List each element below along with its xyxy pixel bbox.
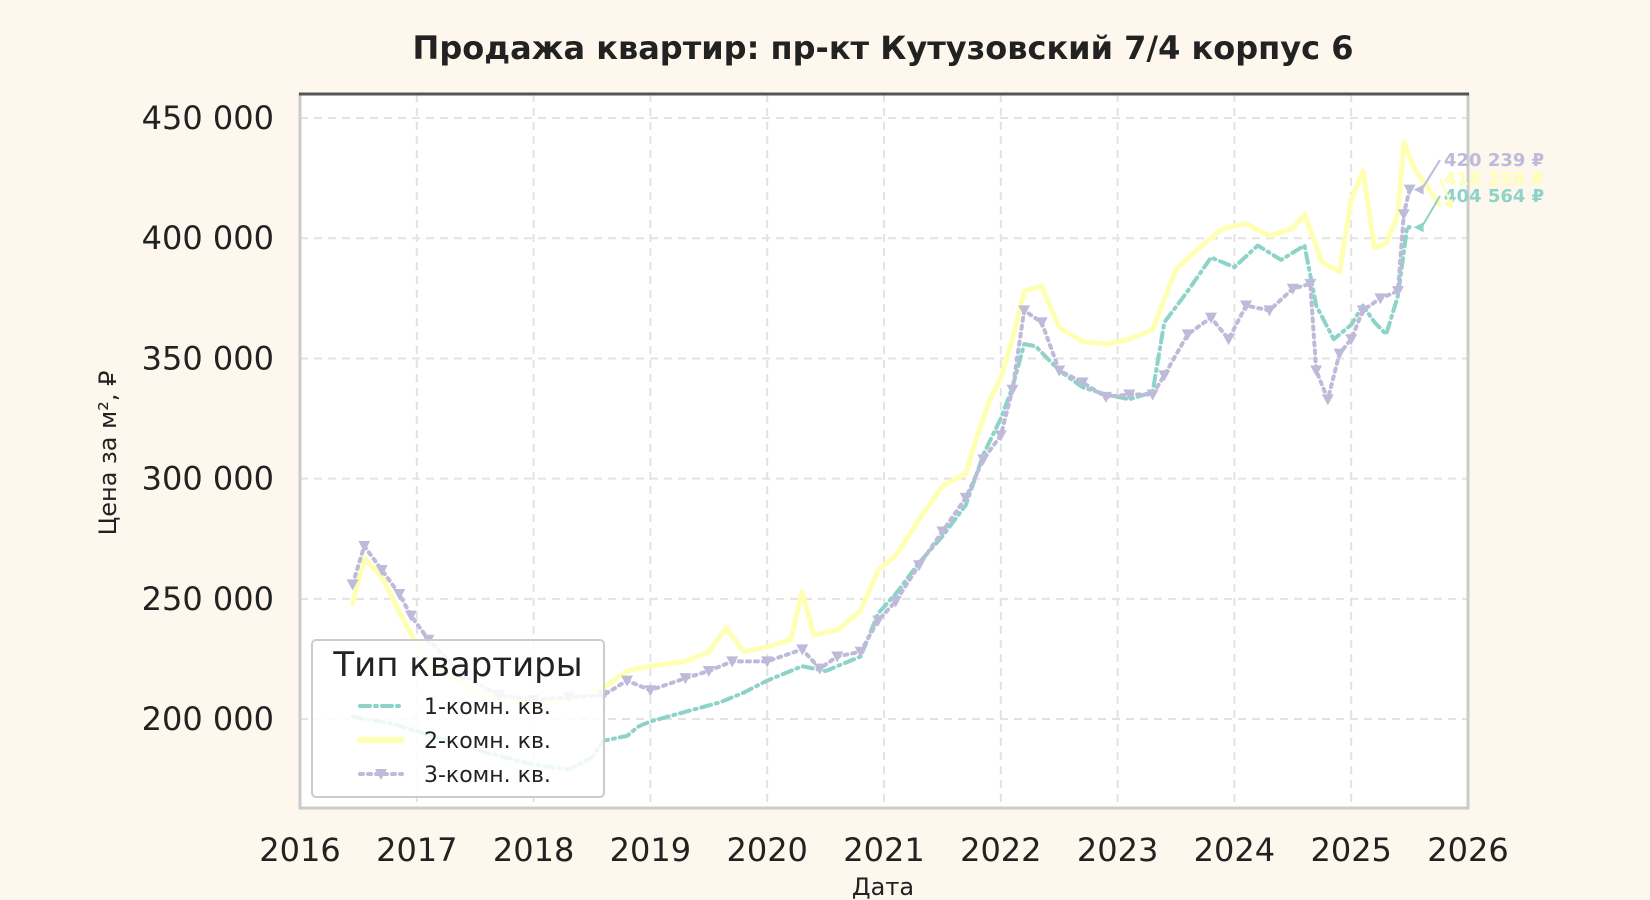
- data-point: [1321, 394, 1334, 406]
- y-tick-label: 400 000: [142, 219, 274, 257]
- data-point: [1304, 278, 1317, 290]
- legend-label: 2-комн. кв.: [424, 729, 551, 754]
- end-label-arrow: [1420, 195, 1441, 228]
- data-point: [702, 665, 715, 677]
- x-tick-label: 2024: [1194, 831, 1275, 869]
- x-tick-label: 2020: [726, 831, 807, 869]
- data-point: [1205, 312, 1218, 324]
- data-point: [1345, 334, 1358, 346]
- data-point: [872, 615, 885, 627]
- data-point: [1374, 293, 1387, 305]
- data-point: [1397, 209, 1410, 221]
- end-label: 420 239 ₽: [1444, 150, 1544, 171]
- legend: Тип квартиры 1-комн. кв. 2-комн. кв. 3-ком…: [311, 639, 605, 798]
- end-label-arrowhead: [1413, 184, 1424, 195]
- y-tick-label: 300 000: [142, 460, 274, 498]
- end-label: 404 564 ₽: [1444, 186, 1544, 207]
- end-label-arrowhead: [1442, 198, 1453, 209]
- x-axis-label: Дата: [852, 873, 914, 900]
- data-point: [1263, 305, 1276, 317]
- data-point: [889, 596, 902, 608]
- data-point: [761, 656, 774, 668]
- data-point: [994, 430, 1007, 442]
- x-tick-label: 2019: [610, 831, 691, 869]
- data-point: [404, 610, 417, 622]
- data-point: [1286, 283, 1299, 295]
- data-point: [1099, 391, 1112, 403]
- data-point: [854, 646, 867, 658]
- y-axis-label: Цена за м², ₽: [94, 371, 122, 536]
- end-label-arrowhead: [1413, 222, 1424, 233]
- data-point: [644, 685, 657, 697]
- legend-item: 1-комн. кв.: [358, 695, 551, 720]
- data-point: [831, 651, 844, 663]
- data-point: [1310, 365, 1323, 377]
- data-point: [1391, 286, 1404, 298]
- x-tick-label: 2023: [1077, 831, 1158, 869]
- y-tick-label: 450 000: [142, 99, 274, 137]
- x-tick-label: 2016: [259, 831, 340, 869]
- end-label: 414 258 ₽: [1444, 169, 1544, 190]
- x-tick-label: 2025: [1310, 831, 1391, 869]
- data-point: [959, 492, 972, 504]
- series-1: [350, 224, 1412, 772]
- data-point: [1333, 348, 1346, 360]
- data-point: [1158, 370, 1171, 382]
- data-point: [621, 675, 634, 687]
- y-axis: 200 000 250 000 300 000 350 000 400 000 450 0…: [142, 99, 274, 738]
- legend-label: 3-комн. кв.: [424, 763, 551, 788]
- data-point: [813, 663, 826, 675]
- legend-title: Тип квартиры: [332, 645, 582, 685]
- y-tick-label: 350 000: [142, 339, 274, 377]
- data-point: [796, 644, 809, 656]
- data-point: [1123, 389, 1136, 401]
- data-point: [1181, 329, 1194, 341]
- data-point: [1053, 365, 1066, 377]
- data-point: [1035, 317, 1048, 329]
- x-tick-label: 2021: [843, 831, 924, 869]
- data-point: [1018, 305, 1031, 317]
- data-point: [1240, 300, 1253, 312]
- y-tick-label: 250 000: [142, 580, 274, 618]
- data-point: [977, 454, 990, 466]
- legend-item: 2-комн. кв.: [357, 729, 551, 754]
- data-point: [358, 540, 371, 552]
- x-tick-label: 2017: [376, 831, 457, 869]
- end-labels: 404 564 ₽414 258 ₽420 239 ₽: [1413, 150, 1544, 233]
- legend-label: 1-комн. кв.: [424, 695, 551, 720]
- data-point: [1006, 384, 1019, 396]
- data-point: [1356, 305, 1369, 317]
- x-axis: 2016 2017 2018 2019 2020 2021 2022 2023 2024 2025…: [259, 831, 1508, 869]
- end-label-arrow: [1439, 178, 1452, 205]
- data-point: [1146, 389, 1159, 401]
- chart-title: Продажа квартир: пр-кт Кутузовский 7/4 к…: [413, 29, 1354, 67]
- data-point: [1076, 377, 1089, 389]
- data-point: [1222, 334, 1235, 346]
- data-point: [346, 579, 359, 591]
- data-point: [393, 589, 406, 601]
- data-point: [726, 656, 739, 668]
- legend-item: 3-комн. кв.: [358, 763, 551, 788]
- legend-marker: [375, 769, 387, 780]
- plot-frame: [298, 92, 1470, 810]
- x-tick-label: 2022: [960, 831, 1041, 869]
- data-point: [679, 673, 692, 685]
- data-point: [1403, 184, 1416, 196]
- data-point: [375, 565, 388, 576]
- legend-box: [311, 639, 605, 798]
- y-tick-label: 200 000: [142, 700, 274, 738]
- x-tick-label: 2026: [1427, 831, 1508, 869]
- data-point: [936, 526, 949, 538]
- series-line: [350, 224, 1412, 772]
- end-label-arrow: [1420, 159, 1441, 191]
- data-point: [913, 560, 926, 572]
- x-tick-label: 2018: [493, 831, 574, 869]
